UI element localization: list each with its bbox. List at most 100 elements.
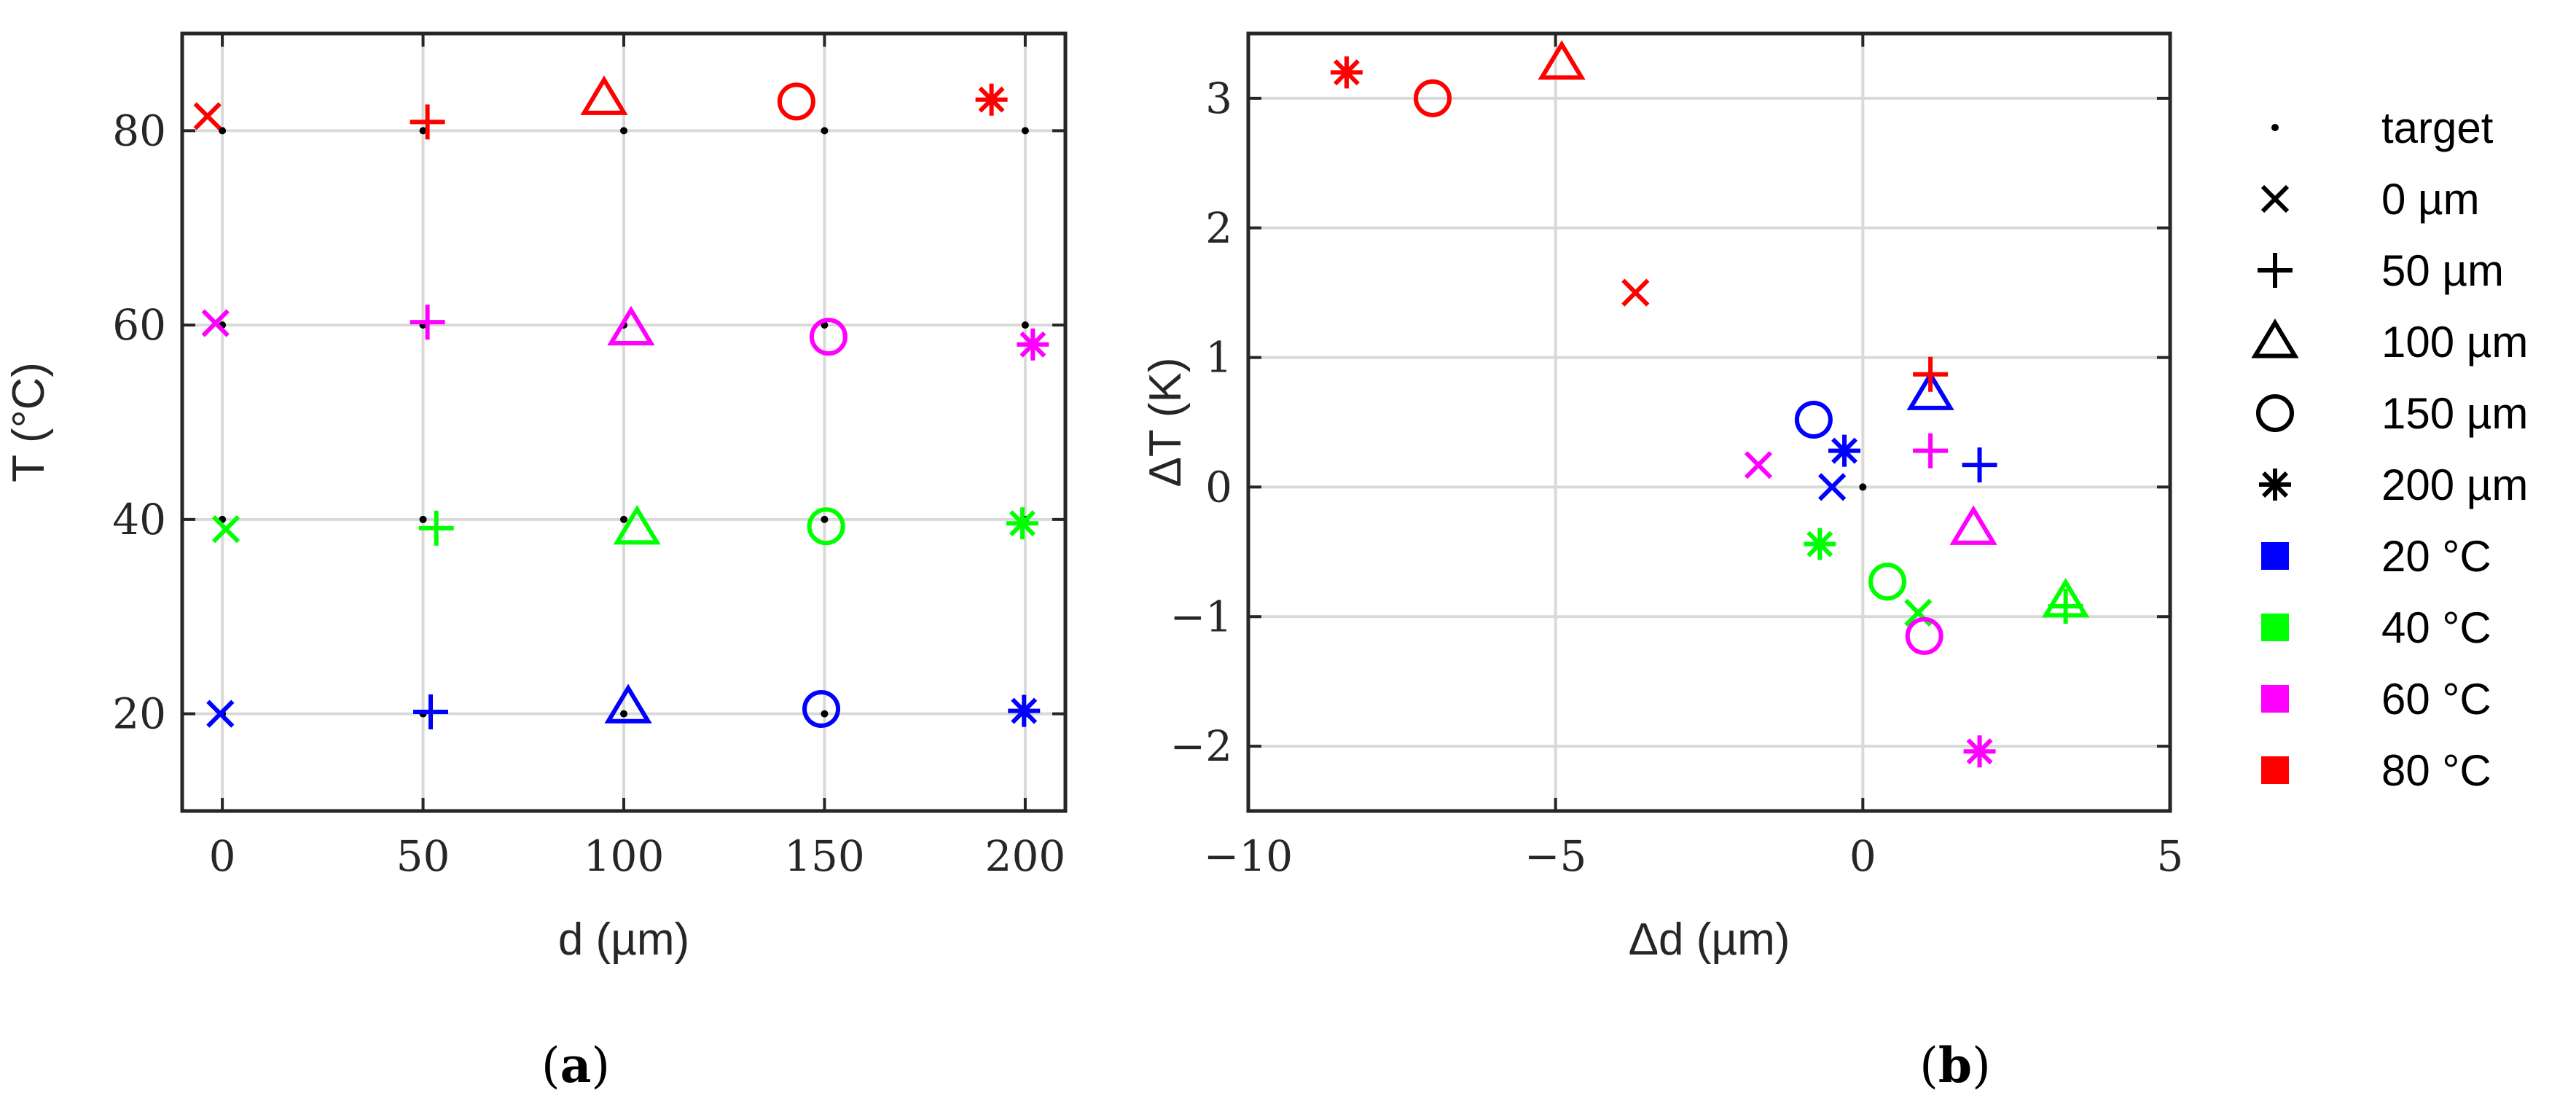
y-tick-label: 0 (1205, 462, 1232, 512)
x-tick-label: 100 (584, 831, 665, 881)
legend-label-2: 50 µm (2381, 246, 2504, 295)
data-point-x-60c (1744, 451, 1773, 479)
legend-marker-8 (2261, 685, 2289, 713)
y-axis-label: ΔT (K) (1140, 357, 1191, 487)
target-point (821, 515, 829, 523)
target-point (419, 127, 427, 135)
data-point-x-60c (201, 309, 230, 337)
x-tick-label: −5 (1524, 831, 1587, 881)
legend-marker-2 (2258, 253, 2293, 288)
data-point-plus-40c (2048, 589, 2083, 624)
legend-marker-4 (2256, 394, 2294, 432)
legend-label-0: target (2381, 103, 2494, 152)
target-point (419, 515, 427, 523)
data-point-x-40c (211, 515, 240, 544)
y-tick-label: 20 (112, 689, 166, 739)
data-point-circle-40c (807, 507, 845, 546)
data-point-circle-80c (1414, 79, 1452, 117)
x-axis-label: Δd (µm) (1629, 914, 1790, 965)
y-tick-label: 60 (112, 300, 166, 350)
panel-b-letter: b (1938, 1037, 1972, 1094)
data-point-circle-60c (809, 318, 847, 356)
data-point-star-80c (975, 83, 1008, 116)
data-point-star-40c (1006, 507, 1039, 540)
data-point-plus-20c (1962, 447, 1997, 483)
legend-marker-3 (2251, 318, 2299, 358)
x-tick-label: 50 (396, 831, 450, 881)
data-point-star-20c (1828, 434, 1861, 467)
target-point (1859, 483, 1867, 491)
target-point (821, 127, 829, 135)
target-point (620, 127, 627, 135)
panel-b-label: (b) (1919, 1037, 1991, 1094)
y-tick-label: 80 (112, 106, 166, 155)
target-point (1021, 321, 1029, 329)
target-point (219, 127, 227, 135)
panel-a-letter: a (560, 1037, 592, 1094)
panel-a-plot: 0 50 100 150 200 20 40 60 80 d (µm) T (°C) (4, 31, 1068, 965)
data-point-triangle-80c (1538, 40, 1586, 80)
legend-label-3: 100 µm (2381, 318, 2528, 367)
data-point-triangle-20c (604, 683, 652, 724)
legend-marker-6 (2261, 542, 2289, 570)
data-point-plus-80c (410, 104, 445, 140)
legend-label-4: 150 µm (2381, 389, 2528, 438)
data-point-x-20c (1818, 473, 1847, 501)
data-point-star-80c (1330, 56, 1363, 89)
legend-marker-7 (2261, 614, 2289, 641)
legend-label-9: 80 °C (2381, 746, 2491, 795)
legend-marker-0 (2271, 124, 2279, 131)
target-point (620, 710, 627, 718)
data-point-circle-20c (802, 689, 841, 728)
legend-label-8: 60 °C (2381, 675, 2491, 724)
data-point-circle-20c (1794, 400, 1833, 439)
data-point-plus-80c (1913, 356, 1949, 392)
legend-label-5: 200 µm (2381, 461, 2528, 509)
legend-marker-1 (2260, 184, 2290, 213)
data-point-x-20c (206, 700, 235, 728)
y-tick-label: 40 (112, 495, 166, 544)
data-point-circle-80c (777, 82, 815, 121)
data-point-plus-60c (1913, 433, 1949, 469)
y-tick-label: 3 (1205, 74, 1232, 123)
data-point-triangle-20c (1906, 370, 1954, 410)
y-tick-label: 2 (1205, 203, 1232, 253)
data-point-star-40c (1804, 528, 1836, 560)
data-point-circle-40c (1868, 563, 1907, 601)
x-tick-label: 5 (2157, 831, 2184, 881)
legend-label-7: 40 °C (2381, 603, 2491, 652)
legend-marker-5 (2259, 469, 2291, 501)
data-point-star-60c (1963, 735, 1996, 768)
data-point-x-80c (1621, 278, 1650, 307)
legend: target 0 µm 50 µm 100 µm 150 µm 200 µm 20 °C 40… (2251, 103, 2528, 795)
data-point-plus-60c (410, 305, 445, 340)
legend-marker-9 (2261, 756, 2289, 784)
data-point-triangle-80c (580, 75, 628, 115)
target-point (1021, 127, 1029, 135)
data-point-star-20c (1008, 694, 1041, 727)
legend-label-1: 0 µm (2381, 175, 2480, 224)
legend-label-6: 20 °C (2381, 532, 2491, 581)
panel-a-label: (a) (541, 1037, 610, 1094)
data-point-plus-20c (413, 694, 449, 729)
data-point-circle-60c (1905, 616, 1943, 655)
data-point-triangle-60c (1949, 505, 1997, 545)
data-point-triangle-40c (2042, 578, 2090, 618)
data-point-plus-40c (418, 510, 454, 546)
y-tick-label: 1 (1205, 333, 1232, 383)
x-tick-label: 150 (784, 831, 865, 881)
data-point-triangle-60c (607, 305, 655, 345)
y-tick-label: −2 (1170, 721, 1233, 771)
target-point (821, 710, 829, 718)
x-axis-label: d (µm) (558, 914, 689, 965)
target-point (620, 515, 627, 523)
y-axis-label: T (°C) (4, 362, 54, 482)
data-point-triangle-40c (613, 505, 661, 545)
x-tick-label: 0 (209, 831, 236, 881)
data-point-x-80c (193, 102, 222, 130)
y-tick-label: −1 (1170, 592, 1233, 641)
x-tick-label: 200 (985, 831, 1066, 881)
data-point-star-60c (1017, 328, 1049, 361)
